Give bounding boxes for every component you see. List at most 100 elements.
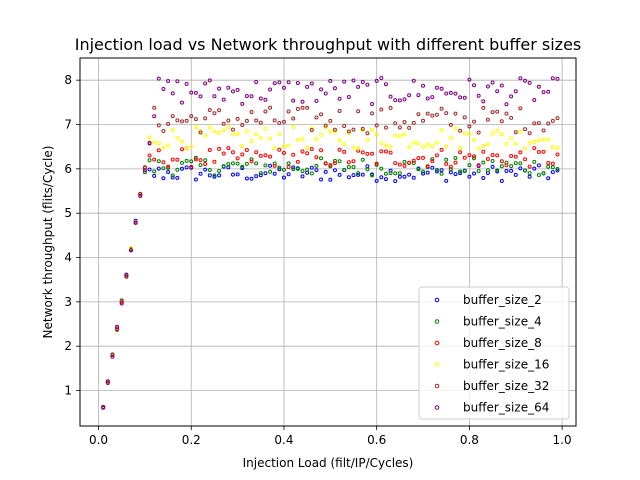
data-point [156, 76, 161, 81]
data-point [175, 79, 180, 84]
data-point [467, 77, 472, 82]
data-point [207, 147, 212, 152]
data-point [277, 165, 282, 170]
data-point [272, 118, 277, 123]
data-point [332, 129, 337, 134]
data-point [277, 147, 282, 152]
data-point [499, 119, 504, 124]
data-point [513, 141, 518, 146]
data-point [356, 172, 361, 177]
data-point [416, 112, 421, 117]
data-point [541, 149, 546, 154]
legend-label: buffer_size_32 [463, 379, 549, 393]
data-point [541, 128, 546, 133]
data-point [411, 120, 416, 125]
data-point [383, 82, 388, 87]
data-point [393, 121, 398, 126]
data-point [536, 163, 541, 168]
data-point [397, 171, 402, 176]
data-point [166, 164, 171, 169]
data-point [337, 96, 342, 101]
data-point [527, 131, 532, 136]
data-point [407, 145, 412, 150]
data-point [203, 81, 208, 86]
data-point [467, 174, 472, 179]
data-point [105, 381, 110, 386]
data-point [546, 164, 551, 169]
data-point [342, 142, 347, 146]
data-point [142, 168, 147, 173]
data-point [119, 301, 124, 306]
x-axis-label: Injection Load (filt/IP/Cycles) [243, 456, 414, 470]
data-point [258, 173, 263, 178]
data-point [268, 87, 273, 92]
data-point [421, 169, 426, 174]
data-point [383, 171, 388, 176]
data-point [481, 176, 486, 181]
data-point [184, 81, 189, 86]
data-point [411, 78, 416, 83]
data-point [518, 129, 523, 134]
data-point [365, 131, 370, 136]
data-point [439, 128, 444, 133]
data-point [286, 109, 291, 114]
data-point [291, 124, 296, 129]
data-point [212, 94, 217, 99]
legend-marker [434, 405, 440, 410]
data-point [105, 379, 110, 384]
data-point [458, 128, 463, 133]
data-point [189, 114, 194, 119]
data-point [217, 108, 222, 113]
data-point [212, 159, 217, 164]
data-point [337, 108, 342, 113]
data-point [166, 79, 171, 83]
data-point [226, 125, 231, 130]
data-point [453, 111, 458, 116]
data-point [314, 99, 319, 104]
data-point [370, 173, 375, 178]
data-point [244, 129, 249, 134]
data-point [319, 112, 324, 117]
data-point [393, 98, 398, 103]
data-point [434, 167, 439, 172]
data-point [513, 161, 518, 166]
data-point [453, 156, 458, 161]
data-point [490, 164, 495, 169]
data-point [481, 105, 486, 110]
data-point [523, 146, 528, 151]
data-point [291, 116, 296, 121]
data-point [388, 145, 393, 150]
data-point [263, 109, 268, 114]
data-point [156, 148, 161, 153]
data-point [434, 153, 439, 158]
data-point [263, 153, 268, 158]
data-point [411, 175, 416, 180]
data-point [286, 143, 291, 148]
chart-title: Injection load vs Network throughput wit… [75, 35, 582, 54]
data-point [203, 158, 208, 163]
data-point [152, 105, 157, 110]
data-point [430, 157, 435, 162]
data-point [175, 167, 180, 172]
data-point [356, 171, 361, 176]
data-point [198, 130, 203, 135]
data-point [240, 164, 245, 169]
data-point [291, 98, 296, 103]
data-point [495, 128, 500, 133]
data-point [207, 173, 212, 178]
data-point [152, 157, 157, 162]
data-point [346, 94, 351, 99]
data-point [453, 172, 458, 177]
data-point [485, 84, 490, 89]
data-point [337, 172, 342, 177]
x-tick-label: 0.0 [89, 433, 108, 447]
data-point [444, 91, 449, 96]
data-point [263, 171, 268, 176]
data-point [555, 145, 560, 150]
data-point [175, 157, 180, 162]
data-point [476, 169, 481, 173]
data-point [249, 159, 254, 164]
data-point [156, 141, 161, 146]
data-point [453, 126, 458, 131]
data-point [356, 84, 361, 89]
